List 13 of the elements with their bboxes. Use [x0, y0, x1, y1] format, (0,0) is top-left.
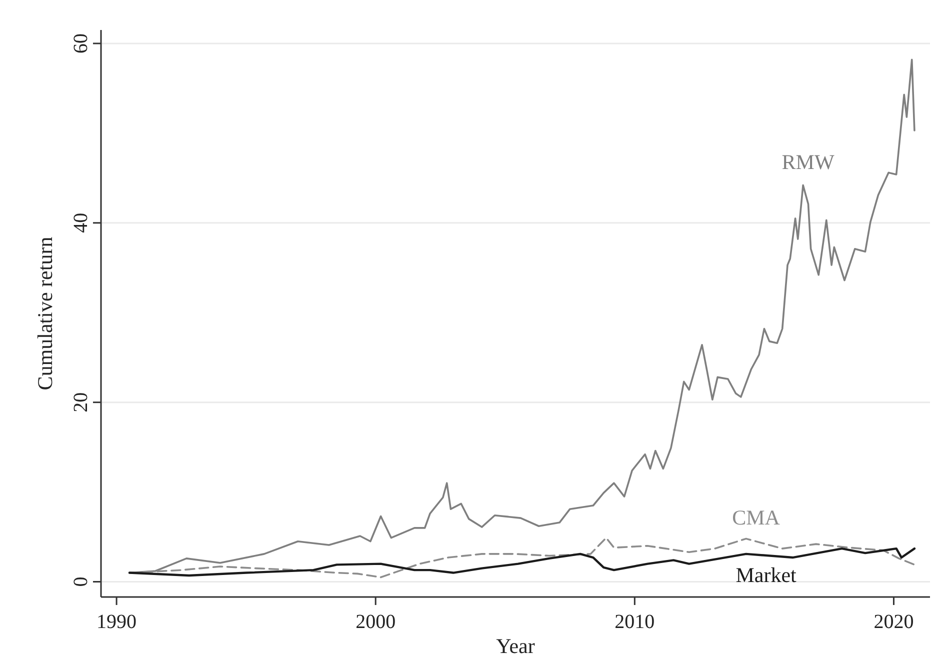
y-tick-label: 20: [70, 392, 92, 412]
y-tick-label: 40: [70, 212, 92, 233]
y-axis-title: Cumulative return: [33, 236, 57, 390]
y-tick-label: 60: [70, 33, 92, 54]
series-label: Market: [736, 562, 797, 587]
series-label: CMA: [732, 506, 781, 530]
x-tick-label: 2020: [874, 611, 914, 633]
x-axis-title: Year: [496, 634, 535, 658]
series-label: RMW: [782, 150, 834, 174]
x-tick-label: 2010: [614, 611, 655, 633]
x-tick-label: 1990: [96, 611, 137, 633]
y-tick-label: 0: [70, 576, 92, 587]
x-tick-label: 2000: [356, 611, 396, 633]
